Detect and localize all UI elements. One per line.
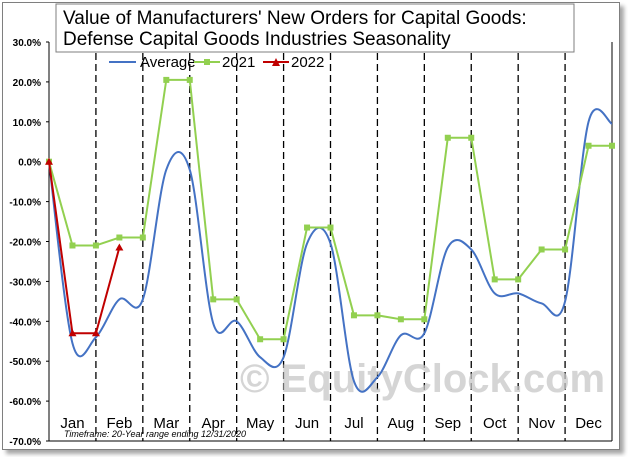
legend: Average 2021 2022 <box>109 54 324 71</box>
y-tick-label: 30.0% <box>13 38 41 49</box>
x-tick-label: Nov <box>528 415 555 432</box>
legend-2021-marker <box>204 59 210 65</box>
series-2022-point <box>115 243 124 251</box>
legend-average-label: Average <box>140 54 196 71</box>
series-2021-point <box>444 134 451 141</box>
x-tick-label: May <box>246 415 275 432</box>
series-2021-point <box>69 242 76 249</box>
series-2021-point <box>116 234 123 241</box>
x-tick-label: Mar <box>153 415 179 432</box>
footnote: Timeframe: 20-Year range ending 12/31/20… <box>64 429 246 439</box>
series-2021-point <box>304 224 311 231</box>
y-tick-label: -30.0% <box>9 277 41 288</box>
series-2021-point <box>397 316 404 323</box>
x-tick-label: Aug <box>388 415 415 432</box>
series-2021-point <box>92 242 99 249</box>
y-tick-label: -40.0% <box>9 317 41 328</box>
series-2021-point <box>538 246 545 253</box>
series-2021-point <box>139 234 146 241</box>
series-2021-point <box>186 76 193 83</box>
series-2021-point <box>280 336 287 343</box>
series-2021-point <box>163 76 170 83</box>
series-2021-point <box>233 296 240 303</box>
y-tick-label: -70.0% <box>9 437 41 448</box>
series-layer <box>45 76 615 393</box>
grid-layer <box>48 42 613 442</box>
series-2022-line <box>48 161 121 335</box>
y-tick-label: -20.0% <box>9 238 41 249</box>
y-tick-label: 20.0% <box>13 78 41 89</box>
series-average-line <box>48 108 613 393</box>
series-2021-point <box>210 296 217 303</box>
series-2021-point <box>374 312 381 319</box>
series-2022-point <box>68 329 77 337</box>
series-2021-point <box>562 246 569 253</box>
series-2021-point <box>350 312 357 319</box>
y-tick-label: 0.0% <box>18 158 41 169</box>
x-tick-label: Oct <box>483 415 507 432</box>
y-axis-tick-labels: 30.0% 20.0% 10.0% 0.0% -10.0% -20.0% -30.0% -40… <box>9 38 49 448</box>
series-2021-point <box>585 142 592 149</box>
y-tick-label: -10.0% <box>9 198 41 209</box>
legend-2022-marker <box>272 58 280 66</box>
series-2021-point <box>491 276 498 283</box>
series-2021-point <box>327 224 334 231</box>
y-tick-label: -50.0% <box>9 357 41 368</box>
x-tick-label: Jul <box>344 415 363 432</box>
x-tick-label: Apr <box>202 415 225 432</box>
series-2021-point <box>468 134 475 141</box>
series-2022-point <box>45 157 53 165</box>
chart-title-line-1: Value of Manufacturers' New Orders for C… <box>63 8 527 29</box>
x-axis-tick-labels: Jan Feb Mar Apr May Jun Jul Aug Sep Oct Nov Dec <box>60 415 602 432</box>
series-2021-point <box>609 142 615 149</box>
watermark: © EquityClock.com <box>240 357 605 401</box>
legend-2022-label: 2022 <box>291 54 324 71</box>
series-2021-point <box>515 276 522 283</box>
x-tick-label: Jun <box>295 415 319 432</box>
x-tick-label: Jan <box>60 415 84 432</box>
series-2022-point <box>91 329 100 337</box>
x-tick-label: Dec <box>575 415 602 432</box>
y-tick-label: -60.0% <box>9 397 41 408</box>
series-2021-point <box>257 336 264 343</box>
legend-2021-label: 2021 <box>222 54 255 71</box>
title-box <box>55 3 575 53</box>
y-tick-label: 10.0% <box>13 118 41 129</box>
chart-frame <box>2 2 620 450</box>
chart-title-line-2: Defense Capital Goods Industries Seasona… <box>63 29 451 50</box>
x-tick-label: Sep <box>434 415 461 432</box>
series-2021-point <box>421 316 428 323</box>
x-tick-label: Feb <box>106 415 132 432</box>
